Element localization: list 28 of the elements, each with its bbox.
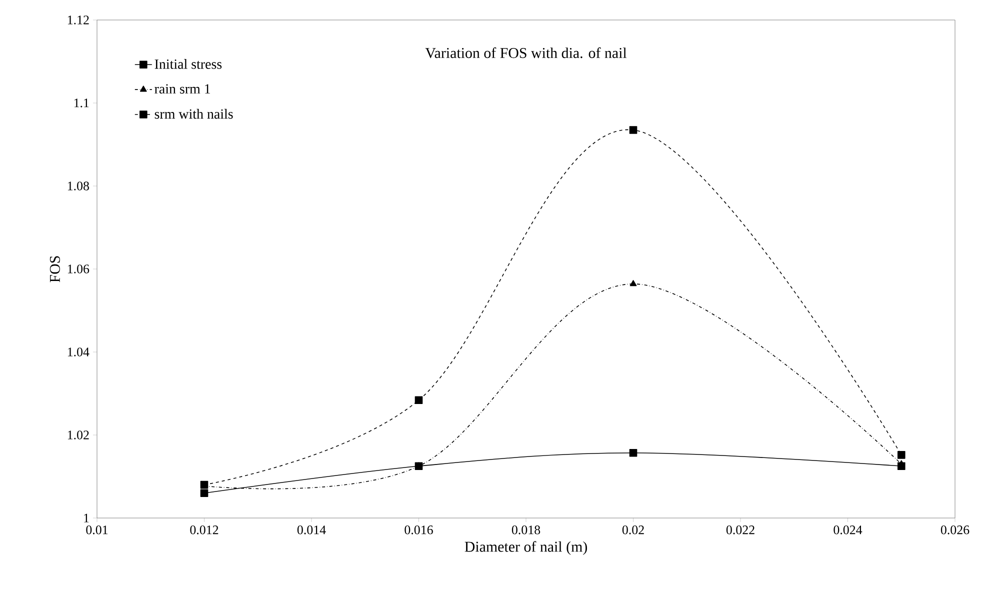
x-tick-label: 0.018 — [512, 526, 540, 534]
point — [897, 462, 906, 470]
x-tick-label: 0.01 — [86, 526, 108, 534]
point — [629, 448, 638, 457]
text: Variation of FOS with dia. of nail — [425, 47, 627, 58]
legend-label: Initial stress — [154, 59, 222, 69]
point — [414, 396, 423, 404]
y-tick-label: 1.08 — [68, 182, 89, 190]
x-tick-label: 0.016 — [404, 526, 433, 534]
point — [200, 489, 208, 497]
x-tick-label: 0.012 — [190, 526, 218, 534]
x-tick-label: 0.014 — [297, 526, 326, 534]
y-tick-label: 1.02 — [68, 430, 89, 440]
point — [629, 126, 638, 134]
x-tick-label: 0.02 — [622, 526, 644, 534]
y-axis-title: FOS — [50, 256, 60, 282]
legend-label: rain srm 1 — [154, 84, 210, 94]
x-tick-label: 0.024 — [834, 526, 862, 534]
legend-label: srm with nails — [154, 108, 233, 119]
x-tick-label: 0.026 — [940, 526, 970, 534]
y-tick-label: 1 — [84, 514, 89, 522]
y-tick-label: 1.06 — [68, 264, 90, 274]
point — [897, 451, 906, 459]
y-tick-label: 1.04 — [68, 348, 90, 356]
x-axis-title: Diameter of nail (m) — [464, 541, 587, 555]
y-tick-label: 1.12 — [68, 16, 89, 24]
y-tick-label: 1.1 — [74, 98, 89, 108]
x-tick-label: 0.022 — [726, 526, 754, 534]
